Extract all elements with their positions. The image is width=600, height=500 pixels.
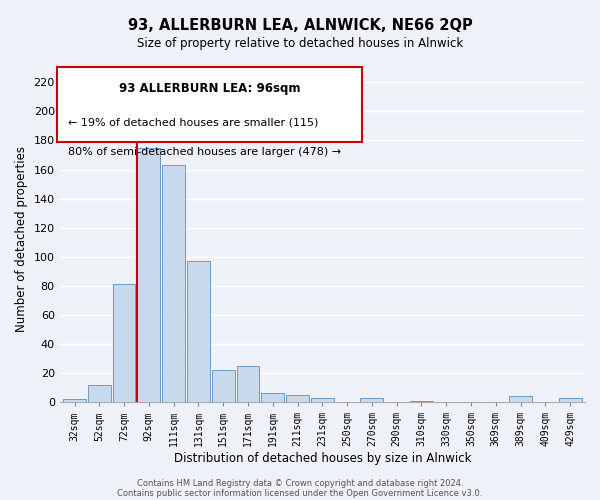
Bar (162, 165, 185, 402)
Bar (559, 398, 581, 402)
X-axis label: Distribution of detached houses by size in Alnwick: Distribution of detached houses by size … (173, 452, 471, 465)
Text: 93, ALLERBURN LEA, ALNWICK, NE66 2QP: 93, ALLERBURN LEA, ALNWICK, NE66 2QP (128, 18, 472, 32)
Bar (63, 400, 86, 402)
Bar (286, 395, 309, 402)
Bar (187, 261, 210, 402)
Bar (236, 366, 259, 402)
Bar (509, 396, 532, 402)
Text: Contains HM Land Registry data © Crown copyright and database right 2024.: Contains HM Land Registry data © Crown c… (137, 478, 463, 488)
FancyBboxPatch shape (57, 67, 362, 142)
Text: 93 ALLERBURN LEA: 96sqm: 93 ALLERBURN LEA: 96sqm (119, 82, 300, 94)
Y-axis label: Number of detached properties: Number of detached properties (15, 146, 28, 332)
Text: 80% of semi-detached houses are larger (478) →: 80% of semi-detached houses are larger (… (68, 147, 341, 157)
Bar (262, 394, 284, 402)
Bar (88, 384, 111, 402)
Bar (212, 370, 235, 402)
Bar (137, 148, 160, 402)
Bar (311, 398, 334, 402)
Text: Size of property relative to detached houses in Alnwick: Size of property relative to detached ho… (137, 38, 463, 51)
Bar (113, 284, 136, 402)
Bar (361, 398, 383, 402)
Text: ← 19% of detached houses are smaller (115): ← 19% of detached houses are smaller (11… (68, 118, 318, 128)
Bar (410, 400, 433, 402)
Text: Contains public sector information licensed under the Open Government Licence v3: Contains public sector information licen… (118, 488, 482, 498)
